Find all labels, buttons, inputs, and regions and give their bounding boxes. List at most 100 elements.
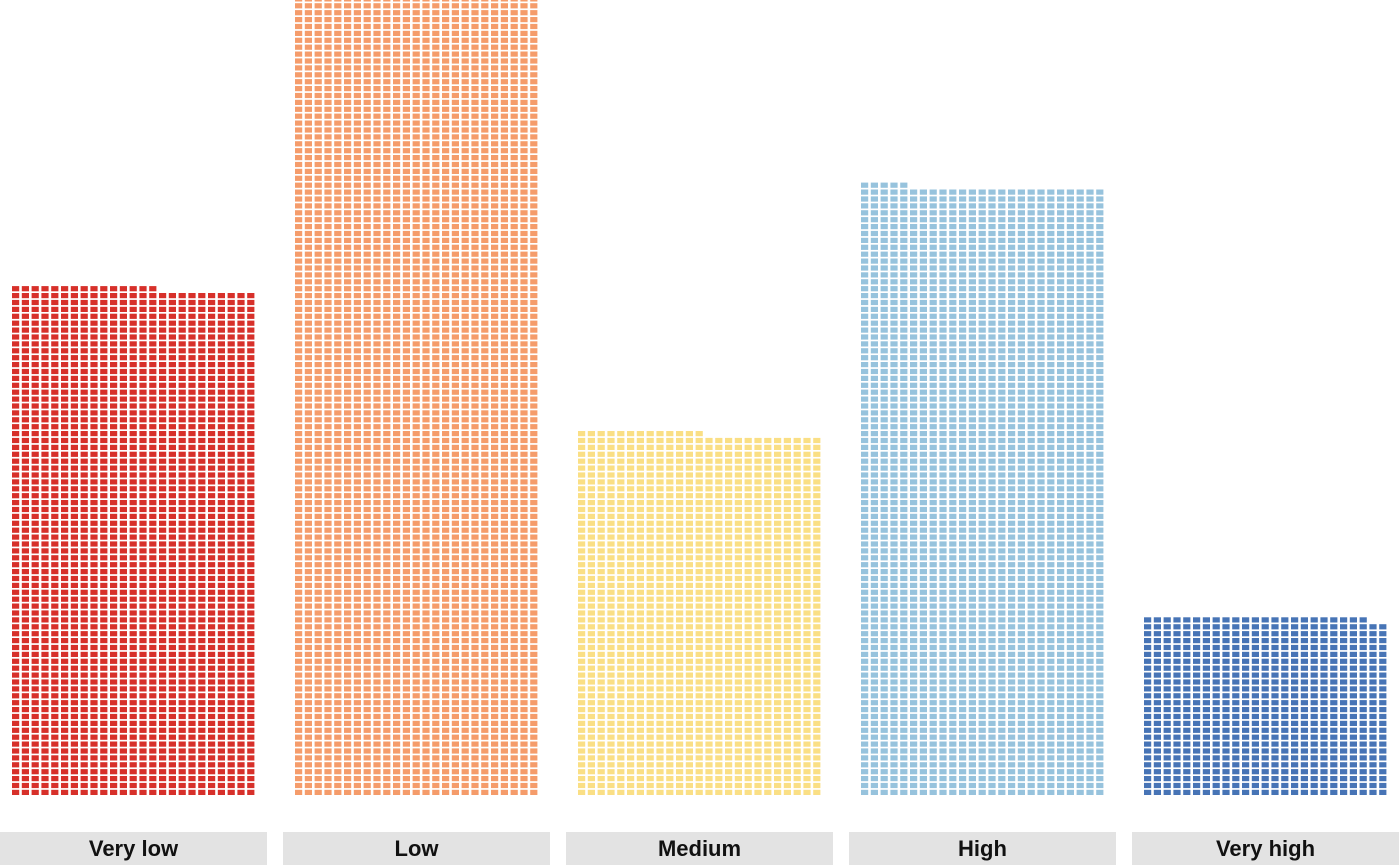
waffle-cell — [520, 210, 528, 216]
waffle-cell — [61, 534, 69, 540]
waffle-cell — [90, 375, 98, 381]
waffle-cell — [70, 755, 78, 761]
waffle-cell — [51, 299, 59, 306]
waffle-cell — [520, 217, 528, 223]
waffle-cell — [530, 686, 538, 692]
waffle-cell — [70, 513, 78, 519]
waffle-cell — [295, 0, 303, 2]
waffle-cell — [393, 99, 401, 105]
waffle-cell — [217, 555, 225, 561]
waffle-cell — [208, 762, 216, 768]
waffle-cell — [21, 410, 29, 416]
waffle-cell — [208, 610, 216, 616]
waffle-cell — [149, 631, 157, 637]
waffle-cell — [41, 293, 49, 299]
waffle-cell — [198, 658, 206, 664]
waffle-cell — [510, 451, 518, 457]
waffle-cell — [149, 651, 157, 657]
waffle-cell — [500, 541, 508, 547]
waffle-cell — [383, 700, 391, 706]
waffle-cell — [159, 582, 167, 588]
waffle-cell — [481, 313, 489, 319]
waffle-cell — [500, 375, 508, 381]
waffle-cell — [461, 789, 469, 795]
waffle-cell — [217, 741, 225, 747]
waffle-cell — [61, 293, 69, 299]
waffle-cell — [110, 417, 118, 423]
waffle-cell — [12, 596, 20, 602]
waffle-cell — [393, 762, 401, 768]
waffle-cell — [412, 638, 420, 644]
waffle-cell — [304, 541, 312, 547]
waffle-cell — [461, 382, 469, 388]
waffle-cell — [353, 10, 361, 16]
waffle-cell — [334, 58, 342, 64]
waffle-cell — [402, 210, 410, 216]
waffle-cell — [168, 686, 176, 692]
waffle-cell — [461, 638, 469, 644]
waffle-cell — [451, 465, 459, 471]
waffle-cell — [471, 665, 479, 671]
waffle-cell — [21, 306, 29, 312]
waffle-cell — [520, 37, 528, 43]
waffle-cell — [587, 741, 595, 747]
waffle-cell — [344, 534, 352, 540]
waffle-cell — [178, 651, 186, 657]
waffle-cell — [402, 258, 410, 264]
waffle-cell — [217, 327, 225, 333]
waffle-cell — [393, 327, 401, 333]
waffle-cell — [510, 320, 518, 326]
waffle-cell — [744, 782, 752, 789]
waffle-cell — [314, 403, 322, 409]
waffle-cell — [90, 313, 98, 319]
waffle-cell — [412, 3, 420, 9]
waffle-cell — [159, 472, 167, 478]
waffle-cell — [412, 196, 420, 202]
waffle-cell — [422, 106, 430, 112]
waffle-cell — [491, 148, 499, 154]
waffle-cell — [451, 638, 459, 644]
waffle-cell — [188, 472, 196, 478]
waffle-cell — [80, 541, 88, 547]
waffle-cell — [676, 755, 684, 761]
waffle-cell — [461, 161, 469, 168]
waffle-cell — [304, 679, 312, 685]
waffle-cell — [530, 72, 538, 78]
waffle-cell — [41, 658, 49, 664]
waffle-cell — [412, 500, 420, 506]
waffle-cell — [208, 603, 216, 609]
waffle-cell — [402, 86, 410, 92]
waffle-cell — [237, 541, 245, 547]
waffle-cell — [491, 341, 499, 347]
waffle-cell — [402, 189, 410, 195]
waffle-cell — [363, 237, 371, 243]
waffle-cell — [500, 665, 508, 671]
waffle-cell — [491, 389, 499, 395]
waffle-cell — [178, 665, 186, 671]
waffle-cell — [530, 17, 538, 23]
waffle-cell — [402, 555, 410, 561]
waffle-cell — [500, 355, 508, 361]
waffle-cell — [676, 789, 684, 795]
waffle-cell — [168, 534, 176, 540]
waffle-cell — [383, 527, 391, 533]
waffle-cell — [168, 341, 176, 347]
waffle-cell — [304, 644, 312, 651]
waffle-cell — [247, 658, 255, 664]
waffle-cell — [393, 624, 401, 630]
waffle-cell — [159, 534, 167, 540]
waffle-cell — [304, 224, 312, 230]
waffle-cell — [314, 424, 322, 430]
waffle-cell — [168, 458, 176, 464]
waffle-cell — [208, 789, 216, 795]
waffle-cell — [21, 589, 29, 595]
waffle-cell — [295, 37, 303, 43]
waffle-cell — [442, 417, 450, 423]
waffle-cell — [803, 769, 811, 775]
waffle-cell — [247, 617, 255, 623]
waffle-cell — [363, 17, 371, 23]
waffle-cell — [500, 396, 508, 402]
waffle-cell — [461, 720, 469, 726]
waffle-cell — [324, 189, 332, 195]
waffle-cell — [461, 120, 469, 126]
